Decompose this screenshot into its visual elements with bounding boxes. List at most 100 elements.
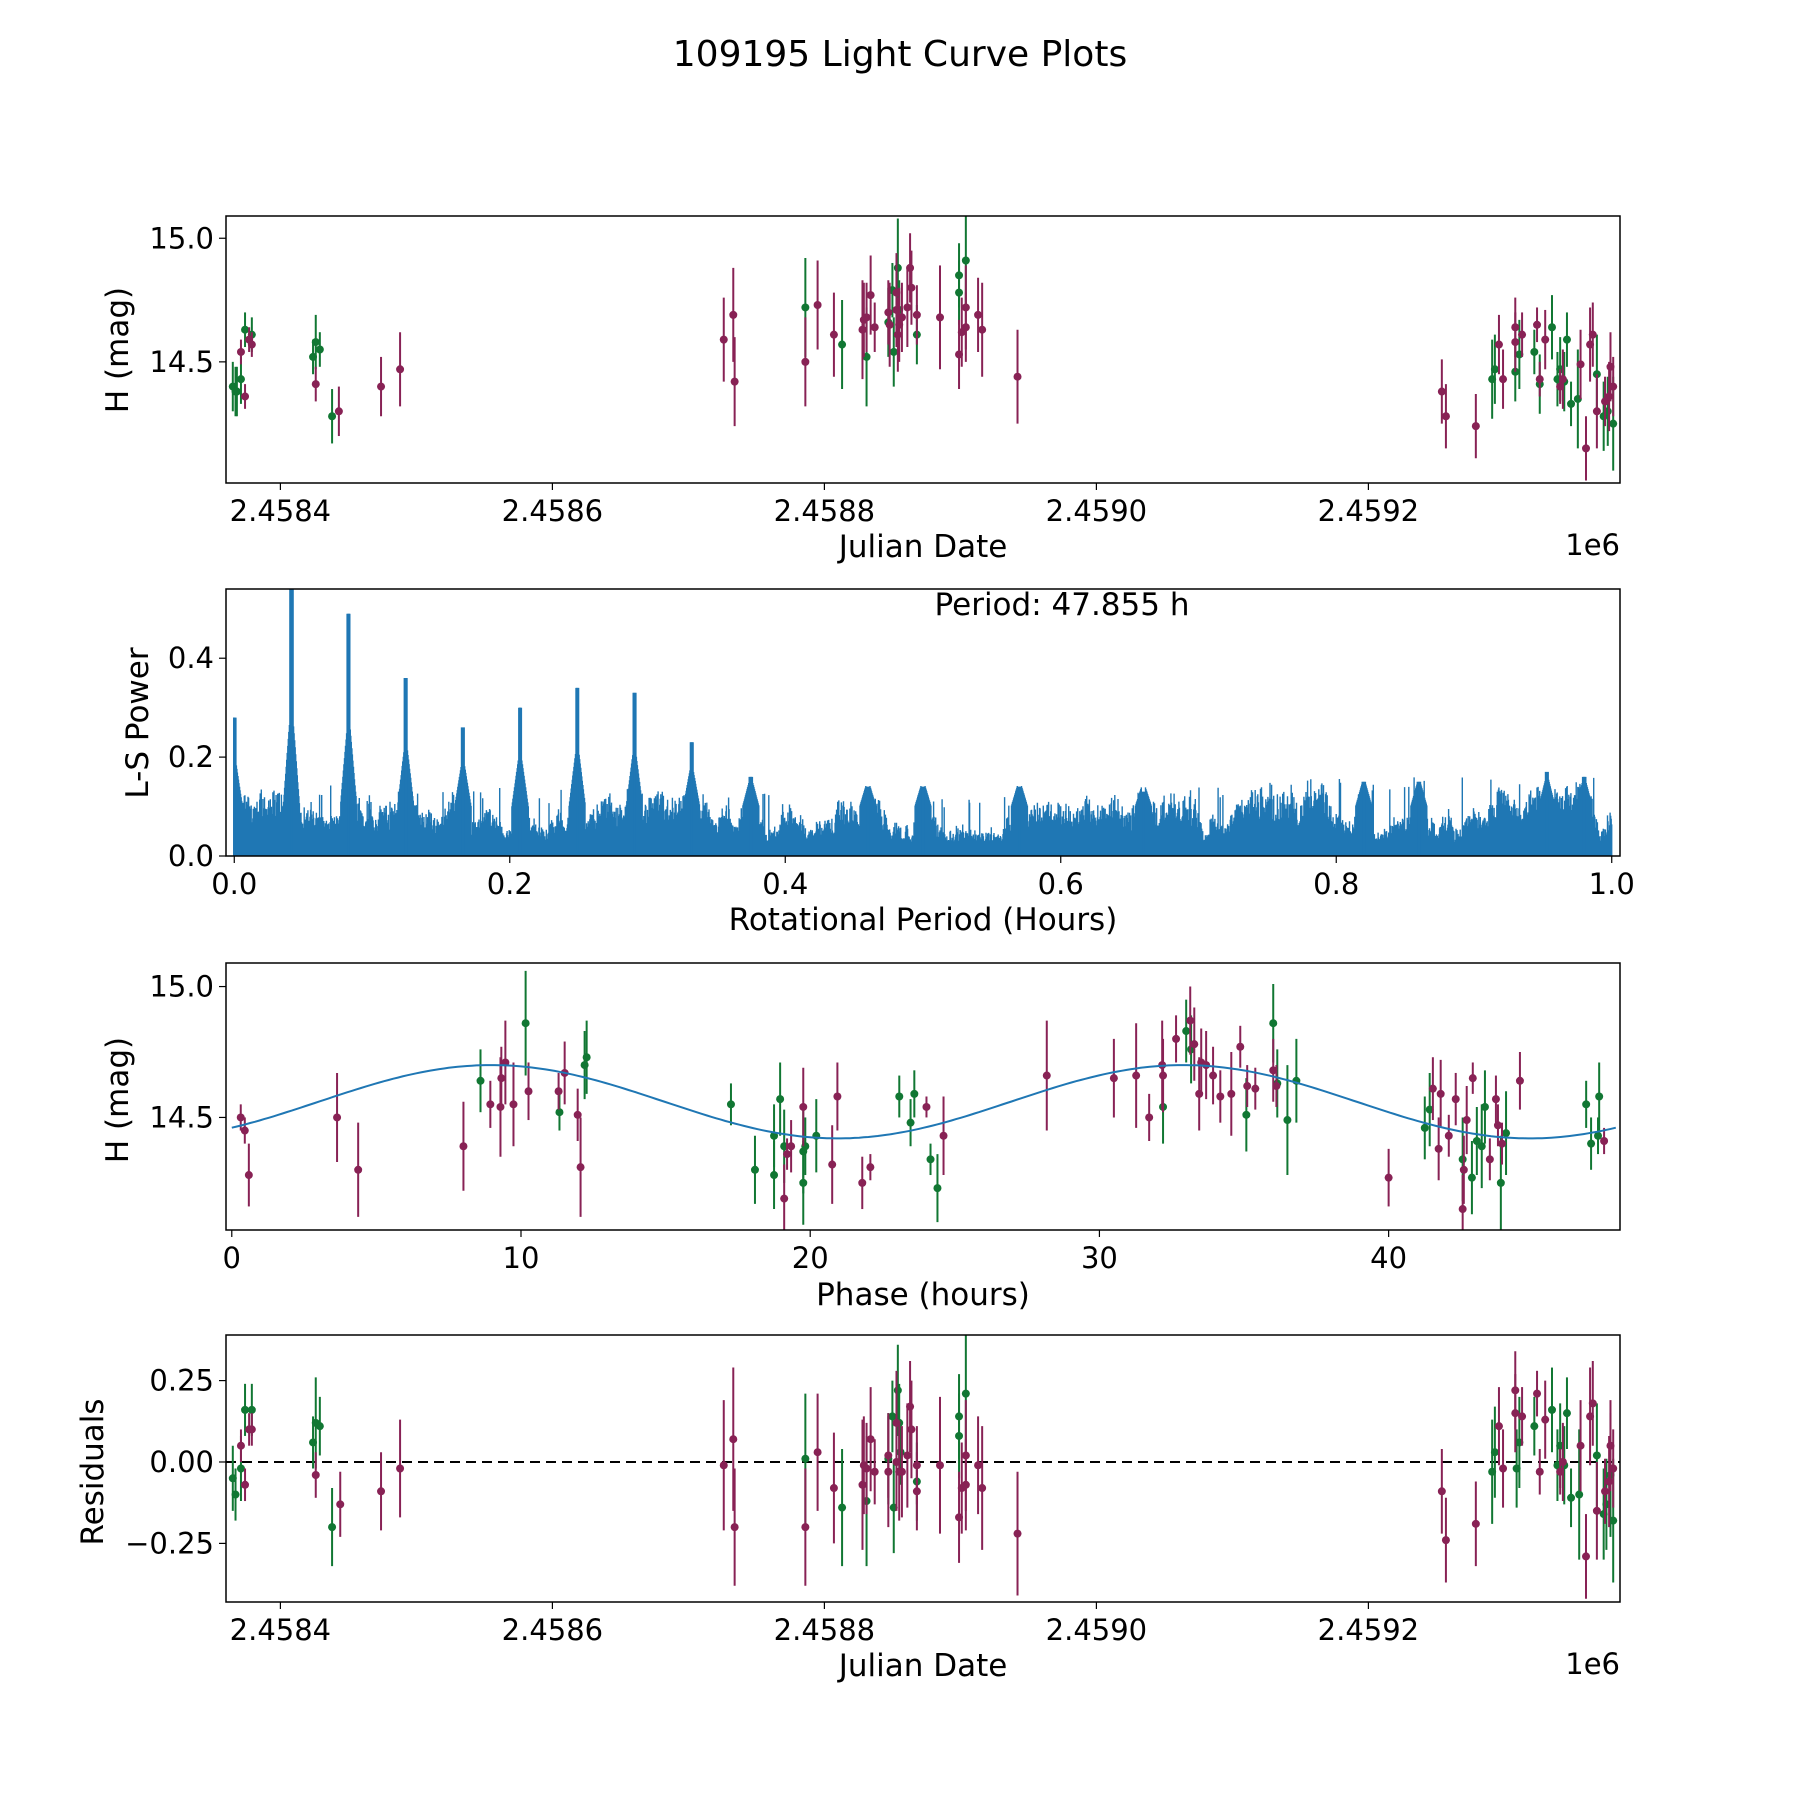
data-point-green [232, 366, 241, 417]
data-point-maroon [1515, 1052, 1524, 1110]
data-marker [336, 1500, 345, 1509]
data-point-maroon [1576, 1400, 1585, 1492]
data-point-green [838, 1448, 847, 1567]
lightcurve-xlabel: Julian Date [837, 529, 1008, 565]
data-marker [893, 263, 902, 272]
data-marker [1567, 1493, 1576, 1502]
data-marker [1496, 1178, 1505, 1187]
x-tick-label: 2.4590 [1046, 1613, 1147, 1647]
data-marker [1491, 1095, 1500, 1104]
data-point-maroon [241, 384, 250, 409]
periodogram-marks [233, 589, 1613, 856]
data-point-maroon [311, 366, 320, 402]
x-tick-label: 2.4590 [1046, 494, 1147, 528]
data-marker [1013, 1529, 1022, 1538]
data-marker [1499, 375, 1508, 384]
data-point-maroon [244, 1143, 253, 1207]
data-point-maroon [922, 1096, 931, 1118]
data-point-maroon [1444, 1114, 1453, 1157]
data-marker [889, 347, 898, 356]
data-point-maroon [903, 1403, 912, 1508]
data-marker [1576, 360, 1585, 369]
data-marker [978, 325, 987, 334]
data-point-maroon [730, 1468, 739, 1586]
data-marker [1216, 1092, 1225, 1101]
data-point-maroon [829, 1432, 838, 1544]
data-point-green [770, 1141, 779, 1210]
data-marker [328, 412, 337, 421]
sinusoid-fit-line [231, 1064, 1617, 1140]
data-point-maroon [1468, 1062, 1477, 1094]
data-marker [776, 1095, 785, 1104]
data-point-maroon [961, 1439, 970, 1531]
data-marker [1190, 1040, 1199, 1049]
data-point-maroon [1511, 1374, 1520, 1453]
data-marker [961, 256, 970, 265]
data-point-maroon [1243, 1065, 1252, 1107]
data-marker [236, 1113, 245, 1122]
data-point-maroon [459, 1101, 468, 1191]
data-point-green [1562, 312, 1571, 367]
data-marker [936, 1461, 944, 1470]
data-point-maroon [524, 1062, 533, 1121]
x-tick-label: 10 [503, 1241, 540, 1275]
data-marker [801, 357, 810, 366]
lightcurve-panel: 2.4584 2.4586 2.4588 2.4590 2.4592 14.5 15.0 J… [100, 215, 1621, 565]
data-point-maroon [311, 1452, 320, 1498]
data-point-green [933, 1154, 942, 1223]
data-marker [1600, 1137, 1609, 1145]
data-point-maroon [858, 1419, 867, 1550]
residuals-ticks: 2.4584 2.4586 2.4588 2.4590 2.4592 −0.25 0.00 0… [125, 1364, 1419, 1647]
data-point-green [582, 1020, 591, 1094]
data-marker [1467, 1173, 1476, 1182]
data-marker [783, 1150, 792, 1159]
x-tick-label: 0 [223, 1241, 241, 1275]
data-point-maroon [1493, 1104, 1502, 1147]
data-marker [884, 1467, 893, 1476]
data-marker [576, 1163, 585, 1172]
data-marker [1609, 1464, 1618, 1473]
data-point-maroon [486, 1080, 495, 1128]
lightcurve-offset-label: 1e6 [1565, 528, 1620, 562]
figure-title: 109195 Light Curve Plots [673, 34, 1127, 75]
data-point-maroon [907, 1380, 916, 1479]
data-point-maroon [939, 1096, 948, 1176]
data-point-maroon [1494, 1387, 1503, 1466]
x-tick-label: 0.6 [1038, 867, 1084, 901]
data-marker [315, 1422, 324, 1431]
data-point-maroon [1441, 384, 1450, 449]
data-point-green [328, 389, 337, 444]
data-marker [801, 1454, 810, 1463]
data-point-maroon [813, 260, 822, 350]
data-marker [870, 1467, 879, 1476]
data-marker [1511, 1409, 1520, 1418]
data-marker [858, 1480, 867, 1489]
data-point-maroon [1582, 416, 1590, 481]
data-marker [770, 1171, 779, 1180]
data-marker [1472, 1137, 1481, 1145]
data-marker [893, 1386, 902, 1395]
x-tick-label: 2.4584 [230, 1613, 331, 1647]
data-point-maroon [1451, 1072, 1460, 1126]
data-marker [244, 1171, 253, 1180]
data-marker [311, 338, 320, 347]
data-point-maroon [1190, 1007, 1199, 1081]
data-marker [1592, 407, 1601, 416]
data-point-maroon [862, 1422, 871, 1515]
data-point-maroon [1499, 1429, 1508, 1508]
data-marker [884, 308, 893, 317]
data-marker [236, 347, 245, 356]
data-marker [896, 1448, 905, 1457]
data-marker [333, 1113, 342, 1122]
data-point-maroon [1609, 356, 1618, 417]
data-marker [1471, 1519, 1480, 1528]
data-marker [903, 1451, 912, 1460]
data-point-maroon [1216, 1070, 1225, 1123]
data-point-green [1182, 999, 1191, 1063]
data-marker [459, 1142, 468, 1151]
data-point-green [812, 1099, 821, 1173]
data-marker [870, 323, 879, 332]
x-tick-label: 30 [1081, 1241, 1118, 1275]
data-point-maroon [1434, 1117, 1443, 1181]
